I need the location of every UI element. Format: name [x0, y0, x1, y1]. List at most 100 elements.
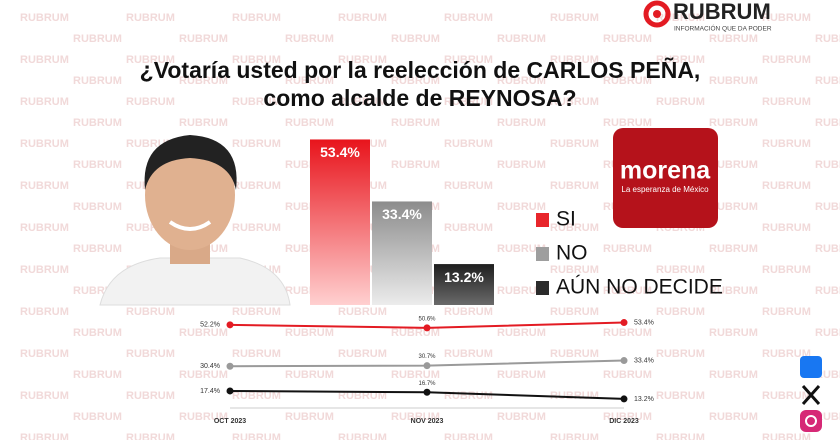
watermark-text: RUBRUM	[656, 264, 705, 276]
watermark-text: RUBRUM	[232, 390, 281, 402]
watermark-text: RUBRUM	[232, 12, 281, 24]
watermark-text: RUBRUM	[20, 54, 69, 66]
title-line: ¿Votaría usted por la reelección de CARL…	[140, 56, 701, 83]
watermark-text: RUBRUM	[444, 348, 493, 360]
title-line: como alcalde de REYNOSA?	[263, 85, 576, 111]
watermark-text: RUBRUM	[73, 33, 122, 45]
watermark-text: RUBRUM	[656, 348, 705, 360]
watermark-text: RUBRUM	[497, 411, 546, 423]
watermark-text: RUBRUM	[497, 285, 546, 297]
watermark-text: RUBRUM	[497, 117, 546, 129]
watermark-text: RUBRUM	[603, 243, 652, 255]
legend-swatch	[536, 281, 549, 295]
watermark-text: RUBRUM	[497, 369, 546, 381]
watermark-text: RUBRUM	[497, 243, 546, 255]
watermark-text: RUBRUM	[550, 432, 599, 440]
watermark-text: RUBRUM	[338, 348, 387, 360]
watermark-text: RUBRUM	[550, 54, 599, 66]
watermark-text: RUBRUM	[656, 432, 705, 440]
watermark-text: RUBRUM	[497, 33, 546, 45]
watermark-text: RUBRUM	[73, 201, 122, 213]
watermark-text: RUBRUM	[550, 180, 599, 192]
watermark-text: RUBRUM	[444, 12, 493, 24]
watermark-text: RUBRUM	[285, 117, 334, 129]
portrait	[99, 135, 291, 306]
watermark-text: RUBRUM	[603, 117, 652, 129]
watermark-text: RUBRUM	[179, 117, 228, 129]
smile	[168, 220, 212, 231]
watermark-text: RUBRUM	[762, 180, 811, 192]
watermark-text: RUBRUM	[815, 159, 840, 171]
legend-label: NO	[556, 242, 588, 265]
watermark-text: RUBRUM	[656, 390, 705, 402]
watermark-text: RUBRUM	[815, 75, 840, 87]
value-label: 33.4%	[382, 206, 422, 222]
watermark-text: RUBRUM	[391, 411, 440, 423]
watermark-text: RUBRUM	[444, 54, 493, 66]
watermark-text: RUBRUM	[232, 348, 281, 360]
watermark-text: RUBRUM	[550, 12, 599, 24]
bar	[372, 201, 432, 305]
legend-label: SI	[556, 208, 576, 231]
point-label: 17.4%	[200, 388, 220, 395]
watermark-text: RUBRUM	[232, 180, 281, 192]
watermark-text: RUBRUM	[815, 243, 840, 255]
watermark-text: RUBRUM	[338, 12, 387, 24]
watermark-text: RUBRUM	[603, 75, 652, 87]
legend-swatch	[536, 213, 549, 227]
watermark-text: RUBRUM	[232, 306, 281, 318]
watermark-text: RUBRUM	[709, 327, 758, 339]
logo-ring	[643, 0, 671, 28]
watermark-text: RUBRUM	[815, 201, 840, 213]
watermark-text: RUBRUM	[20, 12, 69, 24]
watermark-text: RUBRUM	[73, 159, 122, 171]
watermark-text: RUBRUM	[762, 222, 811, 234]
watermark-text: RUBRUM	[126, 348, 175, 360]
value-label: 13.2%	[444, 269, 484, 285]
watermark-text: RUBRUM	[444, 222, 493, 234]
watermark-text: RUBRUM	[73, 117, 122, 129]
face	[145, 140, 235, 250]
point	[423, 362, 431, 370]
watermark-text: RUBRUM	[391, 75, 440, 87]
watermark-text: RUBRUM	[762, 138, 811, 150]
watermark-text: RUBRUM	[444, 390, 493, 402]
point	[620, 395, 628, 403]
watermark-text: RUBRUM	[444, 180, 493, 192]
watermark-text: RUBRUM	[709, 243, 758, 255]
watermark-text: RUBRUM	[126, 390, 175, 402]
hair	[144, 135, 237, 190]
watermark-text: RUBRUM	[285, 369, 334, 381]
watermark-text: RUBRUM	[73, 243, 122, 255]
watermark-text: RUBRUM	[550, 306, 599, 318]
watermark-text: RUBRUM	[762, 54, 811, 66]
party-logo: morena La esperanza de México	[613, 128, 718, 228]
logo-name: RUBRUM	[673, 0, 771, 24]
bar	[434, 264, 494, 305]
watermark-text: RUBRUM	[126, 96, 175, 108]
point-label: 16.7%	[418, 381, 436, 387]
watermark-text: RUBRUM	[232, 138, 281, 150]
watermark-text: RUBRUM	[815, 327, 840, 339]
watermark-text: RUBRUM	[603, 285, 652, 297]
value-label: 53.4%	[320, 144, 360, 160]
watermark-text: RUBRUM	[232, 432, 281, 440]
point	[423, 388, 431, 396]
point	[620, 357, 628, 365]
party-tagline: La esperanza de México	[621, 185, 709, 194]
watermark-text: RUBRUM	[444, 96, 493, 108]
logo-tagline: INFORMACIÓN QUE DA PODER	[674, 24, 772, 33]
watermark-text: RUBRUM	[20, 306, 69, 318]
watermark-text: RUBRUM	[497, 201, 546, 213]
watermark-text: RUBRUM	[815, 33, 840, 45]
watermark-text: RUBRUM	[709, 411, 758, 423]
watermark-text: RUBRUM	[762, 348, 811, 360]
point	[423, 324, 431, 332]
watermark-text: RUBRUM	[444, 432, 493, 440]
watermark-text: RUBRUM	[126, 306, 175, 318]
watermark-text: RUBRUM	[179, 75, 228, 87]
bar	[310, 139, 370, 305]
watermark-text: RUBRUM	[497, 327, 546, 339]
point-label: 33.4%	[634, 357, 654, 364]
instagram-lens	[805, 415, 817, 427]
